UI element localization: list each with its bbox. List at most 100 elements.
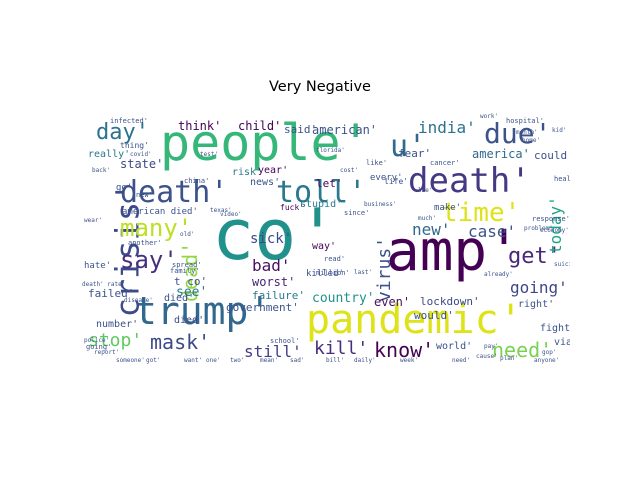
cloud-word: fight' — [540, 323, 570, 334]
cloud-word: two' — [230, 357, 245, 364]
cloud-word: risk' — [232, 167, 263, 178]
cloud-word: already' — [484, 271, 513, 278]
cloud-word: cause' — [476, 353, 498, 360]
cloud-word: know' — [374, 338, 435, 362]
cloud-word: economy' — [540, 227, 569, 234]
cloud-word: week' — [400, 357, 419, 364]
cloud-word: business' — [364, 201, 397, 208]
cloud-word: home' — [522, 137, 541, 144]
cloud-word: stop' — [88, 330, 143, 351]
cloud-word: thing' — [120, 141, 149, 150]
cloud-word: back' — [92, 167, 111, 174]
cloud-word: fear' — [398, 147, 432, 160]
cloud-word: want' — [184, 357, 203, 364]
cloud-word: india' — [418, 118, 476, 137]
cloud-word: texas' — [210, 207, 232, 214]
cloud-word: china' — [184, 177, 210, 185]
cloud-word: family' — [170, 267, 200, 275]
cloud-word: health' — [554, 175, 570, 183]
cloud-word: bill' — [326, 357, 345, 364]
cloud-word: amp' — [386, 219, 521, 284]
cloud-word: like' — [366, 159, 388, 167]
cloud-word: since' — [344, 209, 370, 217]
cloud-word: need' — [452, 357, 471, 364]
cloud-word: going' — [510, 278, 568, 297]
cloud-word: state' — [120, 157, 164, 171]
cloud-word: number' — [96, 319, 139, 330]
cloud-word: died' — [164, 293, 195, 304]
cloud-word: million' — [316, 269, 350, 277]
cloud-word: read' — [324, 255, 346, 263]
cloud-word: report' — [94, 349, 120, 356]
cloud-word: bad' — [252, 256, 291, 275]
cloud-word: every' — [370, 173, 403, 183]
cloud-word: last' — [354, 269, 373, 276]
cloud-word: problem' — [524, 225, 553, 232]
cloud-word: news' — [250, 177, 281, 188]
cloud-word: pay' — [484, 343, 499, 350]
cloud-word: think' — [178, 119, 222, 133]
cloud-word: really' — [88, 149, 131, 160]
cloud-word: gop' — [542, 349, 557, 356]
cloud-word: get' — [508, 244, 561, 269]
cloud-word: covid' — [130, 151, 152, 158]
cloud-word: another' — [128, 239, 162, 247]
cloud-word: new' — [412, 220, 451, 239]
cloud-word: via' — [554, 337, 570, 348]
cloud-word: need' — [492, 338, 553, 362]
cloud-word: co' — [212, 194, 339, 276]
cloud-word: way' — [312, 241, 337, 252]
cloud-word: wear' — [84, 217, 103, 224]
cloud-word: cancer' — [430, 159, 460, 167]
cloud-word: lockdown' — [420, 295, 480, 308]
word-cloud: co' people' amp' pandemic' trump' death'… — [80, 112, 570, 367]
cloud-word: died' — [174, 315, 205, 326]
cloud-word: new' — [136, 191, 153, 199]
cloud-word: spread' — [172, 261, 202, 269]
cloud-word: would' — [414, 309, 454, 322]
cloud-word: right' — [518, 299, 555, 310]
cloud-word: work' — [480, 113, 499, 120]
cloud-word: video' — [220, 211, 242, 218]
cloud-word: toll' — [276, 175, 367, 210]
cloud-word: world' — [436, 341, 473, 352]
cloud-word: kill' — [314, 338, 369, 359]
cloud-word: one' — [206, 357, 221, 364]
cloud-word: killed' — [306, 269, 344, 279]
cloud-word: got' — [146, 357, 161, 364]
cloud-word: worst' — [252, 275, 296, 289]
cloud-word: sick' — [250, 231, 293, 247]
cloud-word: plan' — [500, 355, 519, 362]
cloud-word: someone' — [116, 357, 145, 364]
cloud-word: anyone' — [534, 357, 560, 364]
cloud-word: american died' — [122, 207, 198, 217]
cloud-word: infected' — [110, 117, 148, 125]
cloud-word: going' — [86, 343, 112, 351]
cloud-word: let' — [316, 177, 343, 190]
cloud-word: still' — [244, 342, 302, 361]
cloud-word: see' — [176, 285, 208, 300]
cloud-word: make' — [434, 203, 462, 213]
cloud-word: mean' — [260, 357, 279, 364]
cloud-word: test' — [200, 151, 219, 158]
cloud-word: death' — [408, 161, 531, 201]
cloud-word: suicide' — [554, 261, 570, 268]
cloud-word: response' — [532, 215, 570, 223]
cloud-word: death' rate' — [82, 281, 126, 288]
cloud-word: could' — [534, 149, 570, 162]
cloud-word: american' — [312, 123, 378, 137]
cloud-word: said' — [284, 123, 318, 136]
cloud-word: daily' — [354, 357, 376, 364]
cloud-word: trump' — [134, 289, 272, 333]
cloud-word: cost' — [340, 167, 359, 174]
cloud-word: disease' — [124, 297, 153, 304]
cloud-word: america' — [472, 147, 530, 161]
chart-title: Very Negative — [269, 79, 371, 95]
cloud-word: school' — [270, 337, 300, 345]
cloud-word: failed' — [88, 287, 135, 300]
cloud-word: t co' — [174, 275, 208, 288]
cloud-word: florida' — [316, 147, 345, 154]
cloud-word: old' — [180, 231, 195, 238]
cloud-word: year' — [258, 165, 289, 176]
cloud-word: much' — [418, 215, 437, 222]
